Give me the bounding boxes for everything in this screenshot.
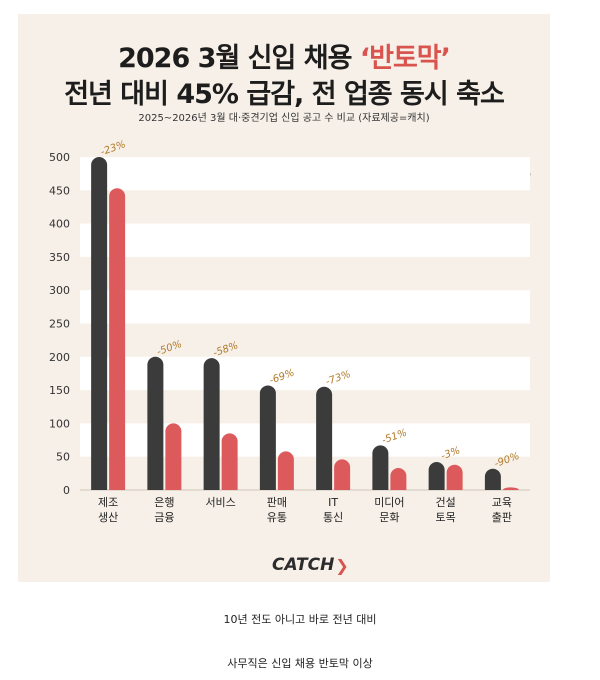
bar-2025 xyxy=(484,468,501,490)
x-category-label: 생산 xyxy=(98,511,118,524)
bar-2026 xyxy=(502,487,519,490)
bar-2025 xyxy=(147,356,164,490)
y-tick-label: 150 xyxy=(49,384,70,397)
x-category-label: 서비스 xyxy=(205,496,235,509)
x-category-label: 통신 xyxy=(323,511,343,524)
x-category-label: 제조 xyxy=(98,496,118,509)
bar-2025 xyxy=(372,445,389,490)
infographic-card: 2026 3월 신입 채용 ‘반토막’ 전년 대비 45% 급감, 전 업종 동… xyxy=(18,14,550,582)
title-line-2: 전년 대비 45% 급감, 전 업종 동시 축소 xyxy=(64,79,505,110)
x-category-label: 은행 xyxy=(154,496,174,509)
grid-band xyxy=(80,223,530,257)
bar-2026 xyxy=(277,451,294,490)
x-category-label: 문화 xyxy=(379,511,399,524)
x-category-label: 토목 xyxy=(436,511,456,524)
y-tick-label: 0 xyxy=(63,484,70,497)
grid-band xyxy=(80,157,530,191)
logo-text: CATCH xyxy=(272,555,335,575)
x-category-label: 유통 xyxy=(267,511,287,524)
x-category-label: 건설 xyxy=(436,496,456,509)
y-tick-label: 450 xyxy=(49,184,70,197)
bar-2026 xyxy=(390,468,407,490)
bar-2025 xyxy=(259,385,276,490)
x-category-label: IT xyxy=(328,496,338,509)
logo-arrow-icon: ❯ xyxy=(335,555,349,575)
title-line-1: 2026 3월 신입 채용 ‘반토막’ xyxy=(18,36,550,75)
y-tick-label: 250 xyxy=(49,318,70,331)
chart-subtitle: 2025~2026년 3월 대·중견기업 신입 공고 수 비교 (자료제공=캐치… xyxy=(138,113,430,124)
y-tick-label: 50 xyxy=(56,451,70,464)
x-category-label: 미디어 xyxy=(374,496,404,509)
y-tick-label: 350 xyxy=(49,251,70,264)
bar-2026 xyxy=(165,423,182,490)
x-category-label: 출판 xyxy=(492,511,512,524)
y-tick-label: 500 xyxy=(49,151,70,164)
bar-2026 xyxy=(334,459,351,490)
change-label: -23% xyxy=(99,139,127,158)
bar-2025 xyxy=(91,157,108,490)
bar-2026 xyxy=(446,464,463,490)
grid-band xyxy=(80,290,530,324)
change-label: -50% xyxy=(155,339,183,358)
x-category-label: 금융 xyxy=(154,511,174,524)
x-category-label: 판매 xyxy=(267,496,287,509)
y-tick-label: 200 xyxy=(49,351,70,364)
bar-2026 xyxy=(109,188,126,490)
y-tick-label: 400 xyxy=(49,218,70,231)
title-accent: ‘반토막’ xyxy=(359,43,451,74)
caption-1: 10년 전도 아니고 바로 전년 대비 xyxy=(223,613,377,626)
y-tick-label: 100 xyxy=(49,417,70,430)
bar-2025 xyxy=(203,358,220,490)
bar-2025 xyxy=(428,462,445,490)
x-category-label: 교육 xyxy=(492,496,512,509)
change-label: -58% xyxy=(212,340,240,359)
title-prefix: 2026 3월 신입 채용 xyxy=(118,43,360,74)
bar-2025 xyxy=(316,386,333,490)
catch-logo: CATCH ❯ xyxy=(272,555,349,575)
y-tick-label: 300 xyxy=(49,284,70,297)
bar-2026 xyxy=(221,433,238,490)
caption-2: 사무직은 신입 채용 반토막 이상 xyxy=(227,657,373,670)
